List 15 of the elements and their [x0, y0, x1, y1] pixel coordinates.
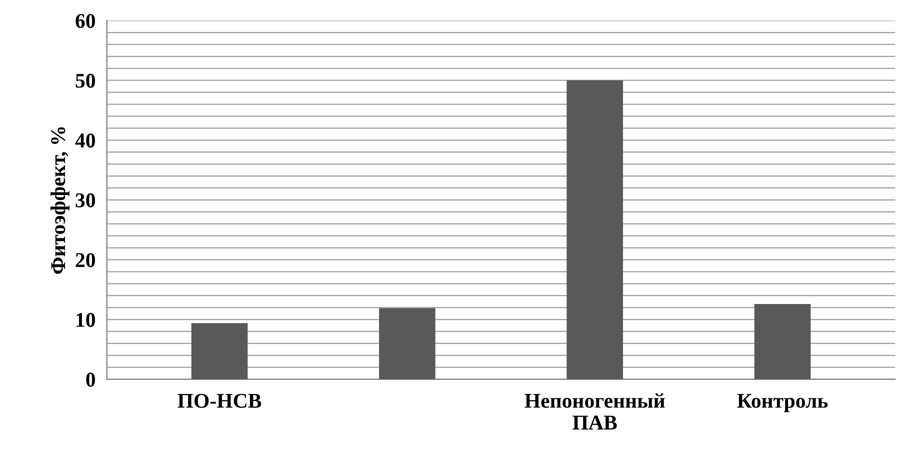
y-tick-label: 40 [75, 134, 96, 148]
x-tick-label: ПО-НСВ [178, 394, 262, 408]
bar [566, 80, 624, 380]
bar [754, 304, 811, 380]
y-tick-label: 10 [76, 312, 96, 327]
y-tick-label: 20 [76, 253, 96, 268]
y-axis-title: Фитоэффект, % [50, 127, 70, 274]
x-tick-label: Контроль [737, 394, 828, 412]
y-tick-label: 50 [76, 74, 96, 88]
bar [191, 323, 248, 380]
y-tick-label: 0 [86, 372, 96, 387]
y-tick-label: 30 [76, 193, 96, 208]
bar [379, 308, 436, 380]
x-tick-label: Непоногенный ПАВ [524, 393, 665, 430]
y-tick-label: 60 [76, 14, 96, 28]
